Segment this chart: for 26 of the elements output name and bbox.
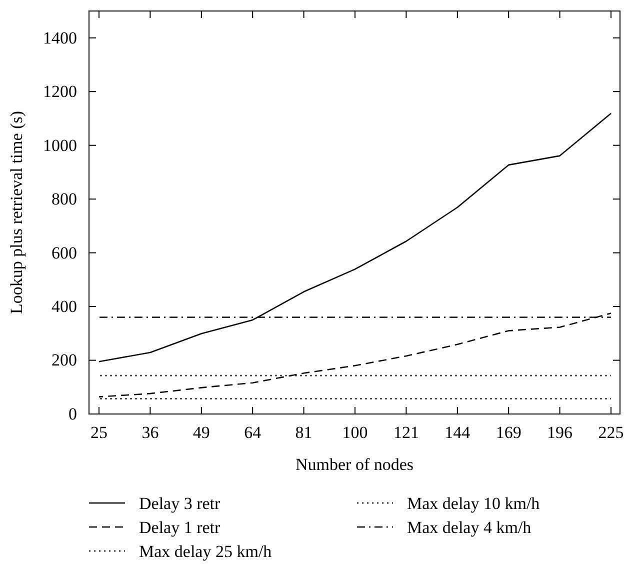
x-tick-label: 100 [342,423,368,442]
y-tick-label: 1000 [43,136,77,155]
x-axis-title: Number of nodes [295,455,414,474]
x-tick-label: 121 [393,423,419,442]
y-tick-label: 600 [52,243,77,262]
legend-label: Delay 1 retr [139,518,221,537]
x-tick-label: 25 [90,423,108,442]
x-tick-label: 196 [547,423,573,442]
x-tick-label: 144 [444,423,471,442]
y-tick-label: 0 [68,404,77,424]
y-tick-label: 1400 [43,28,77,48]
x-tick-label: 81 [295,423,312,442]
legend-label: Delay 3 retr [139,494,221,513]
x-tick-label: 49 [192,423,210,442]
y-tick-label: 800 [52,190,77,209]
legend-label: Max delay 4 km/h [407,518,532,537]
legend-label: Max delay 25 km/h [139,542,272,561]
y-tick-label: 200 [52,350,77,370]
y-axis-title: Lookup plus retrieval time (s) [7,110,26,314]
legend-label: Max delay 10 km/h [407,494,540,513]
x-tick-label: 169 [496,423,522,442]
y-tick-label: 1200 [43,82,77,102]
x-tick-label: 36 [142,423,159,442]
x-tick-label: 64 [244,423,262,442]
x-tick-label: 225 [598,423,624,442]
y-tick-label: 400 [52,296,77,316]
